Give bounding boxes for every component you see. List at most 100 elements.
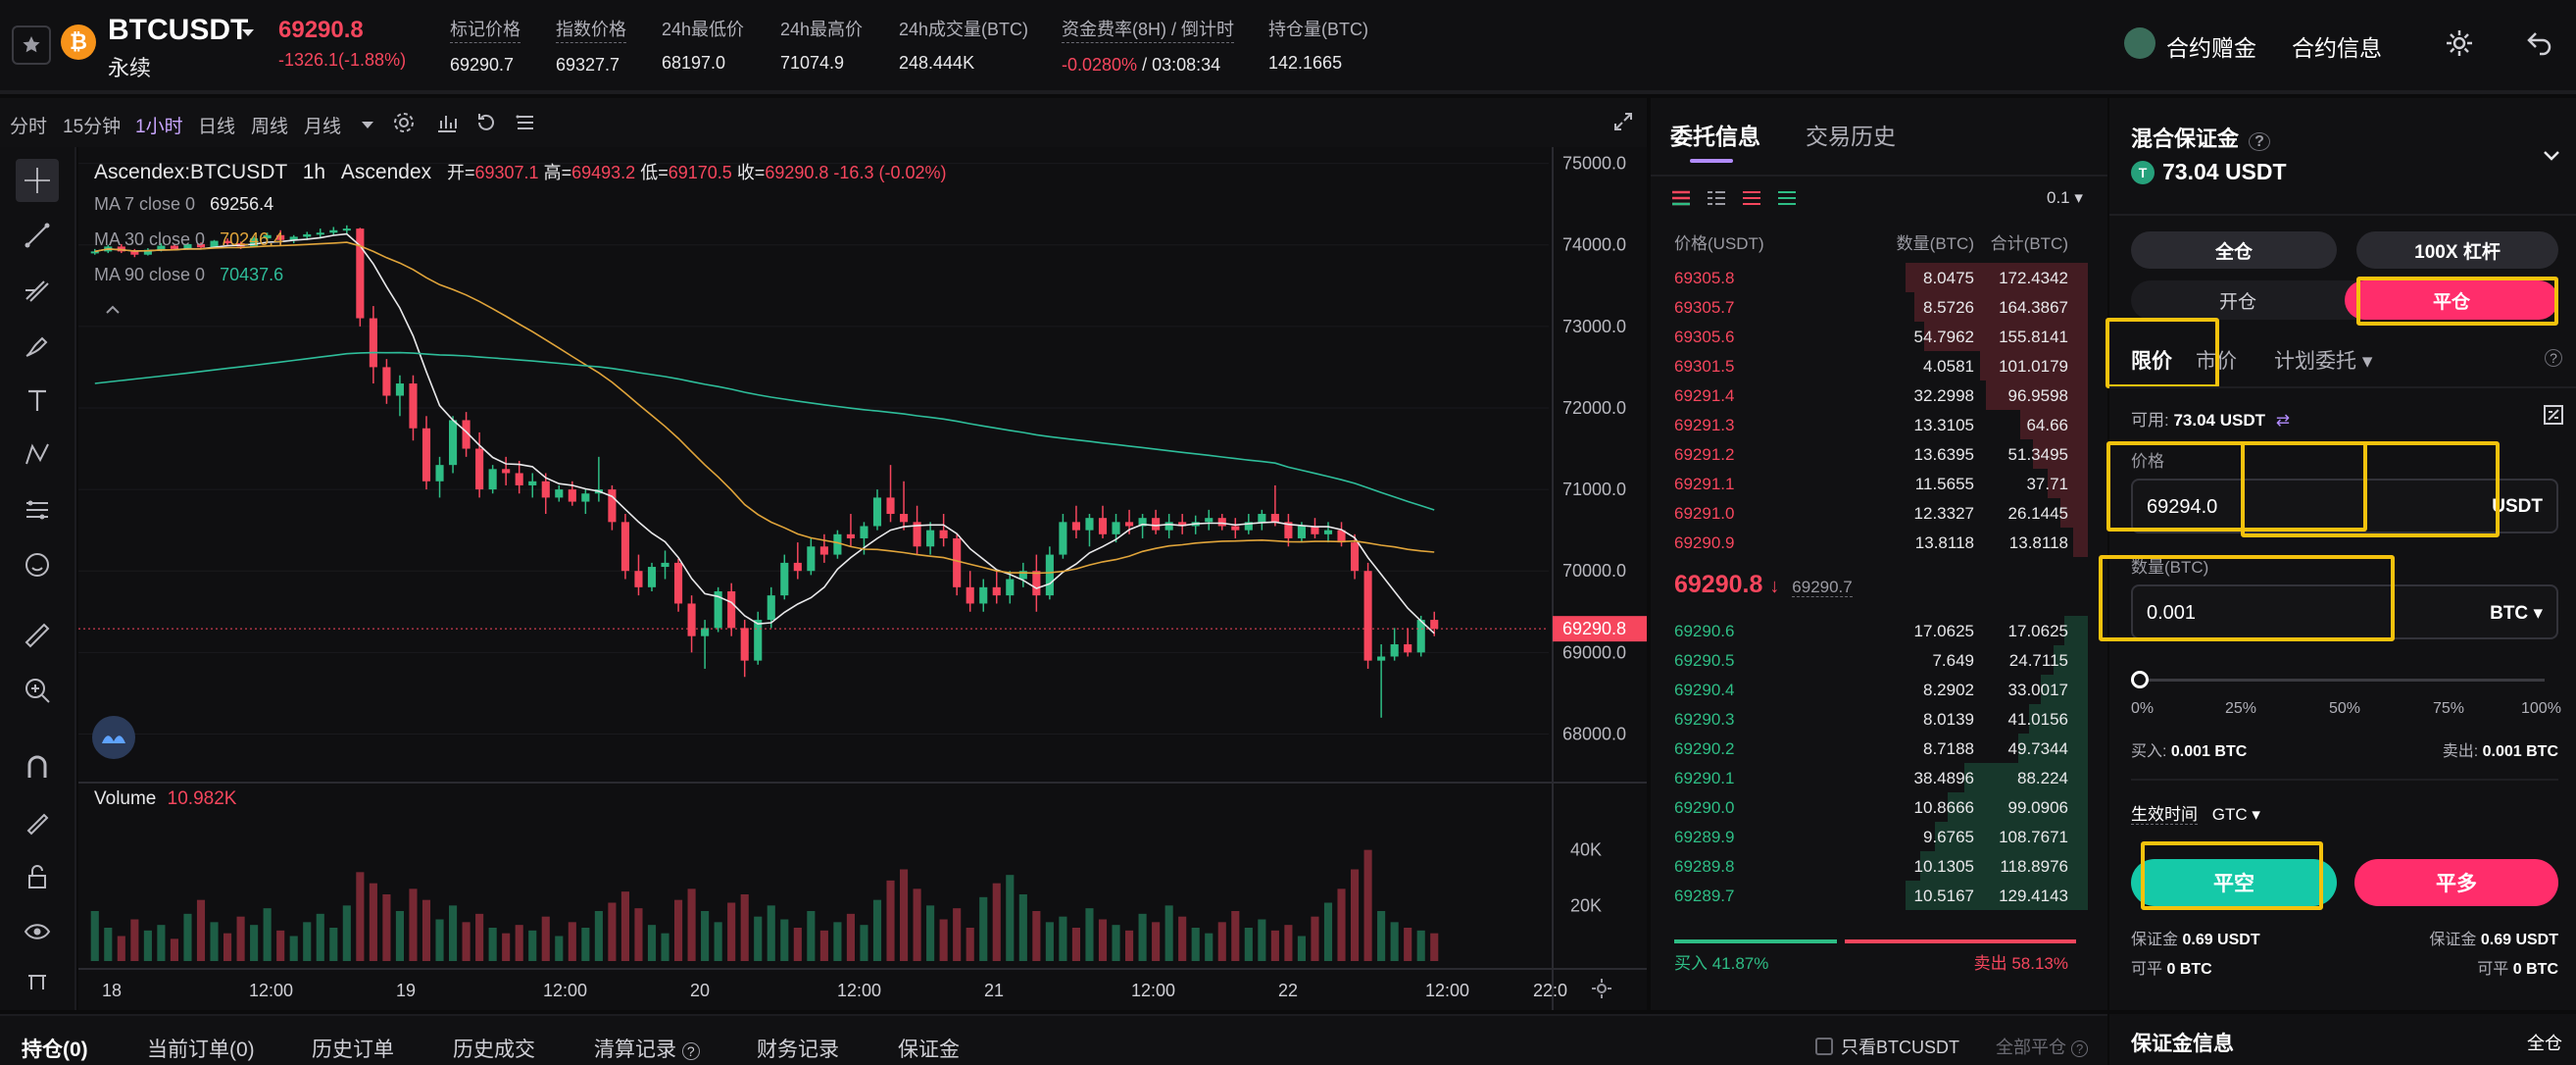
back-arrow-icon[interactable] bbox=[2526, 29, 2553, 62]
settings-gear-icon[interactable] bbox=[2444, 27, 2475, 64]
chart-settings-icon[interactable] bbox=[392, 111, 416, 139]
open-position-tab[interactable]: 开仓 bbox=[2218, 291, 2256, 313]
reset-chart-icon[interactable] bbox=[474, 111, 498, 139]
timeframe-1w[interactable]: 周线 bbox=[251, 117, 289, 137]
symbol-name[interactable]: BTCUSDT bbox=[108, 14, 249, 46]
only-symbol-checkbox[interactable] bbox=[1815, 1038, 1833, 1055]
slider-mark[interactable]: 75% bbox=[2433, 700, 2465, 717]
price-input[interactable]: 69294.0 USDT bbox=[2131, 479, 2558, 533]
close-short-button[interactable]: 平空 bbox=[2131, 859, 2337, 906]
tab-liquidations[interactable]: 清算记录 ? bbox=[594, 1034, 700, 1063]
order-type-help-icon[interactable]: ? bbox=[2545, 349, 2562, 367]
order-type-trigger[interactable]: 计划委托 ▾ bbox=[2274, 350, 2373, 373]
bid-row[interactable]: 69290.2 8.7188 49.7344 bbox=[1670, 734, 2107, 763]
help-icon[interactable]: ? bbox=[681, 1042, 700, 1060]
collapse-legend-icon[interactable] bbox=[106, 302, 120, 320]
tab-order-book[interactable]: 委托信息 bbox=[1670, 124, 1760, 149]
tab-trade-history[interactable]: 历史成交 bbox=[453, 1039, 535, 1061]
tab-positions[interactable]: 持仓(0) bbox=[22, 1039, 88, 1061]
favorite-star-icon[interactable] bbox=[12, 25, 51, 65]
emoji-icon[interactable] bbox=[16, 543, 59, 586]
ask-row[interactable]: 69291.0 12.3327 26.1445 bbox=[1670, 498, 2107, 528]
bid-row[interactable]: 69289.7 10.5167 129.4143 bbox=[1670, 881, 2107, 910]
close-position-tab[interactable]: 平仓 bbox=[2345, 280, 2558, 320]
more-timeframes-icon[interactable] bbox=[361, 118, 374, 135]
contract-bonus-link[interactable]: 合约赠金 bbox=[2166, 35, 2256, 61]
symbol-dropdown-icon[interactable] bbox=[241, 25, 255, 43]
bid-row[interactable]: 69290.4 8.2902 33.0017 bbox=[1670, 675, 2107, 704]
tab-trade-history[interactable]: 交易历史 bbox=[1806, 124, 1896, 149]
ask-row[interactable]: 69291.2 13.6395 51.3495 bbox=[1670, 439, 2107, 469]
precision-select[interactable]: 0.1 ▾ bbox=[2047, 188, 2083, 207]
trend-line-icon[interactable] bbox=[16, 214, 59, 257]
bid-row[interactable]: 69290.0 10.8666 99.0906 bbox=[1670, 792, 2107, 822]
chart-canvas[interactable]: 75000.0 74000.0 73000.0 72000.0 71000.0 70000… bbox=[78, 147, 1647, 1010]
ask-row[interactable]: 69291.3 13.3105 64.66 bbox=[1670, 410, 2107, 439]
slider-mark[interactable]: 25% bbox=[2225, 700, 2257, 717]
quantity-slider[interactable] bbox=[2131, 669, 2552, 692]
close-long-button[interactable]: 平多 bbox=[2354, 859, 2558, 906]
qty-unit-select[interactable]: BTC ▾ bbox=[2490, 603, 2543, 624]
fullscreen-icon[interactable] bbox=[1611, 110, 1635, 138]
bid-row[interactable]: 69289.9 9.6765 108.7671 bbox=[1670, 822, 2107, 851]
brush-icon[interactable] bbox=[16, 324, 59, 367]
quantity-input[interactable]: 0.001 BTC ▾ bbox=[2131, 584, 2558, 639]
visibility-eye-icon[interactable] bbox=[16, 910, 59, 953]
expand-margin-icon[interactable] bbox=[2543, 149, 2560, 167]
bid-row[interactable]: 69290.6 17.0625 17.0625 bbox=[1670, 616, 2107, 645]
candlestick-chart[interactable]: 75000.0 74000.0 73000.0 72000.0 71000.0 70000… bbox=[78, 147, 1647, 1010]
view-grid-icon[interactable] bbox=[1706, 188, 1727, 208]
time-in-force[interactable]: 生效时间 GTC ▾ bbox=[2131, 805, 2260, 825]
only-symbol-filter[interactable]: 只看BTCUSDT bbox=[1815, 1034, 1959, 1059]
bid-row[interactable]: 69290.5 7.649 24.7115 bbox=[1670, 645, 2107, 675]
view-asks-icon[interactable] bbox=[1741, 188, 1762, 208]
cross-margin-button[interactable]: 全仓 bbox=[2131, 231, 2337, 269]
timeframe-15m[interactable]: 15分钟 bbox=[63, 117, 122, 137]
transfer-icon[interactable]: ⇄ bbox=[2275, 411, 2290, 430]
contract-info-link[interactable]: 合约信息 bbox=[2292, 35, 2382, 61]
tab-finance-records[interactable]: 财务记录 bbox=[757, 1039, 839, 1061]
chart-list-icon[interactable] bbox=[514, 111, 537, 139]
magnet-icon[interactable] bbox=[16, 745, 59, 788]
prediction-tool-icon[interactable] bbox=[16, 488, 59, 532]
fib-tool-icon[interactable] bbox=[16, 269, 59, 312]
pattern-tool-icon[interactable] bbox=[16, 433, 59, 477]
slider-mark[interactable]: 50% bbox=[2329, 700, 2361, 717]
ask-row[interactable]: 69301.5 4.0581 101.0179 bbox=[1670, 351, 2107, 380]
leverage-button[interactable]: 100X 杠杆 bbox=[2356, 231, 2558, 269]
tab-margin[interactable]: 保证金 bbox=[898, 1039, 960, 1061]
tab-order-history[interactable]: 历史订单 bbox=[312, 1039, 394, 1061]
ask-row[interactable]: 69290.9 13.8118 13.8118 bbox=[1670, 528, 2107, 557]
help-icon[interactable]: ? bbox=[2071, 1040, 2089, 1057]
close-all-button[interactable]: 全部平仓 ? bbox=[1996, 1034, 2089, 1059]
ask-row[interactable]: 69305.6 54.7962 155.8141 bbox=[1670, 322, 2107, 351]
unlock-icon[interactable] bbox=[16, 855, 59, 898]
timeframe-1M[interactable]: 月线 bbox=[304, 117, 342, 137]
ask-row[interactable]: 69305.7 8.5726 164.3867 bbox=[1670, 292, 2107, 322]
slider-handle[interactable] bbox=[2131, 671, 2149, 688]
order-type-limit[interactable]: 限价 bbox=[2131, 350, 2172, 373]
margin-info-mode[interactable]: 全仓 bbox=[2527, 1034, 2562, 1053]
bid-row[interactable]: 69290.3 8.0139 41.0156 bbox=[1670, 704, 2107, 734]
calculator-icon[interactable] bbox=[2543, 404, 2564, 431]
lock-drawing-icon[interactable] bbox=[16, 800, 59, 843]
bid-row[interactable]: 69290.1 38.4896 88.224 bbox=[1670, 763, 2107, 792]
indicators-icon[interactable] bbox=[435, 111, 459, 139]
timeframe-1m[interactable]: 分时 bbox=[10, 117, 48, 137]
text-tool-icon[interactable] bbox=[16, 379, 59, 422]
view-both-icon[interactable] bbox=[1670, 188, 1692, 208]
order-type-market[interactable]: 市价 bbox=[2196, 350, 2237, 373]
slider-mark[interactable]: 100% bbox=[2521, 700, 2561, 717]
tab-open-orders[interactable]: 当前订单(0) bbox=[147, 1039, 255, 1061]
ask-row[interactable]: 69291.4 32.2998 96.9598 bbox=[1670, 380, 2107, 410]
zoom-in-icon[interactable] bbox=[16, 669, 59, 712]
timeframe-1d[interactable]: 日线 bbox=[198, 117, 236, 137]
slider-mark[interactable]: 0% bbox=[2131, 700, 2155, 717]
ask-row[interactable]: 69291.1 11.5655 37.71 bbox=[1670, 469, 2107, 498]
margin-mode-title[interactable]: 混合保证金 ? bbox=[2131, 122, 2270, 153]
view-bids-icon[interactable] bbox=[1776, 188, 1798, 208]
trash-icon[interactable] bbox=[16, 965, 59, 994]
ruler-icon[interactable] bbox=[16, 614, 59, 657]
timeframe-1h[interactable]: 1小时 bbox=[135, 117, 183, 137]
ask-row[interactable]: 69305.8 8.0475 172.4342 bbox=[1670, 263, 2107, 292]
